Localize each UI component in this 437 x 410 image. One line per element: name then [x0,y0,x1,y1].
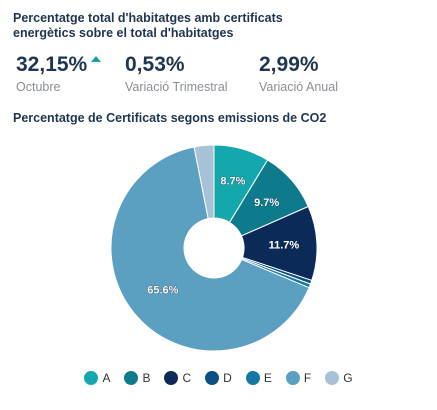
kpi-quarterly-caption: Variació Trimestral [125,80,228,94]
legend-label-b: B [142,371,151,385]
kpi-current-value: 32,15% [16,53,88,76]
legend-item-c[interactable]: C [164,371,191,385]
kpi-current: 32,15% Octubre [16,53,102,95]
legend-item-g[interactable]: G [325,371,353,385]
legend-label-g: G [343,371,353,385]
legend-label-f: F [303,371,312,385]
data-label-b: 9.7% [254,197,279,209]
slice-f[interactable] [110,146,310,352]
kpi-current-caption: Octubre [16,80,61,94]
legend-swatch-a [84,371,99,385]
legend-swatch-e [245,371,260,385]
legend-item-f[interactable]: F [285,371,312,385]
legend-swatch-b [124,371,139,385]
legend-swatch-c [164,371,179,385]
chart-header-title: Percentatge total d'habitatges amb certi… [13,11,313,41]
donut-chart: 8.7% 9.7% 11.7% 65.6% [110,144,318,352]
legend-label-e: E [263,371,272,385]
chart-legend: A B C D E F G [0,371,437,385]
data-label-f: 65.6% [147,285,178,297]
kpi-annual-value: 2,99% [259,53,319,76]
title-line-2: energètics sobre el total d'habitatges [13,26,234,40]
kpi-annual-caption: Variació Anual [259,80,338,94]
chart-title: Percentatge de Certificats segons emissi… [13,111,327,125]
trend-up-icon [91,56,102,63]
legend-swatch-f [285,371,300,385]
legend-item-d[interactable]: D [205,371,232,385]
data-label-a: 8.7% [220,176,245,188]
legend-swatch-g [325,371,340,385]
kpi-quarterly: 0,53% Variació Trimestral [125,53,228,95]
kpi-quarterly-value: 0,53% [125,53,185,76]
legend-item-e[interactable]: E [245,371,272,385]
legend-item-b[interactable]: B [124,371,150,385]
legend-item-a[interactable]: A [84,371,110,385]
legend-label-c: C [182,371,192,385]
legend-swatch-d [205,371,220,385]
slice-g[interactable] [193,144,215,220]
data-label-c: 11.7% [269,240,300,252]
legend-label-a: A [102,371,111,385]
legend-label-d: D [223,371,232,385]
title-line-1: Percentatge total d'habitatges amb certi… [13,11,283,25]
kpi-annual: 2,99% Variació Anual [259,53,338,95]
